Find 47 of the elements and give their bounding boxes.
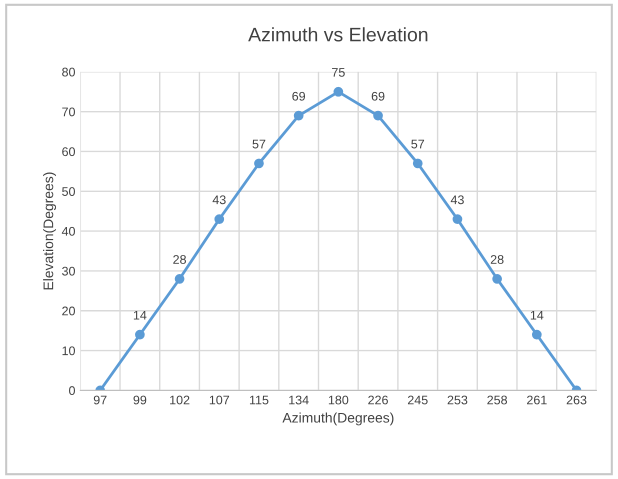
y-tick-label: 50 — [62, 187, 75, 196]
point — [412, 158, 423, 168]
point — [294, 110, 304, 121]
x-tick-label: 261 — [527, 396, 547, 404]
point — [373, 110, 383, 121]
data-label: 69 — [372, 92, 384, 101]
y-tick-label: 70 — [62, 107, 75, 116]
point — [254, 158, 264, 168]
data-label: 43 — [450, 195, 464, 204]
y-tick-label: 80 — [62, 68, 75, 76]
data-label: 75 — [332, 68, 345, 77]
point — [532, 330, 542, 340]
x-tick-label: 245 — [408, 396, 428, 404]
x-tick-label: 99 — [134, 396, 146, 404]
x-tick-label: 253 — [448, 396, 468, 404]
x-tick-label: 180 — [328, 396, 348, 404]
x-tick-label: 115 — [250, 396, 268, 404]
y-tick-label: 60 — [62, 147, 75, 156]
point — [214, 214, 224, 224]
point — [174, 274, 184, 284]
y-axis-title: Elevation(Degrees) — [43, 172, 56, 290]
point — [135, 330, 145, 340]
y-tick-label: 10 — [62, 346, 75, 356]
data-label: 14 — [134, 310, 146, 320]
data-label: 28 — [490, 255, 504, 264]
x-tick-label: 263 — [566, 396, 586, 404]
x-axis-title: Azimuth(Degrees) — [282, 412, 394, 426]
x-tick-label: 226 — [368, 396, 388, 404]
y-tick-label: 40 — [62, 226, 75, 236]
point — [333, 86, 344, 97]
point — [492, 274, 502, 284]
point — [452, 214, 462, 224]
data-label: 57 — [252, 140, 266, 148]
y-tick-label: 30 — [62, 266, 75, 276]
x-tick-label: 258 — [487, 396, 508, 404]
data-label: 57 — [411, 140, 424, 148]
x-tick-label: 97 — [94, 396, 107, 404]
chart-title: Azimuth vs Elevation — [248, 27, 428, 42]
y-tick-label: 20 — [62, 306, 75, 316]
x-tick-label: 107 — [210, 396, 230, 404]
data-label: 28 — [173, 255, 186, 264]
data-label: 14 — [530, 310, 544, 320]
x-tick-label: 134 — [289, 396, 309, 404]
data-label: 43 — [212, 195, 226, 204]
x-tick-label: 102 — [170, 396, 190, 404]
y-tick-label: 0 — [69, 386, 75, 396]
data-label: 69 — [292, 92, 306, 101]
